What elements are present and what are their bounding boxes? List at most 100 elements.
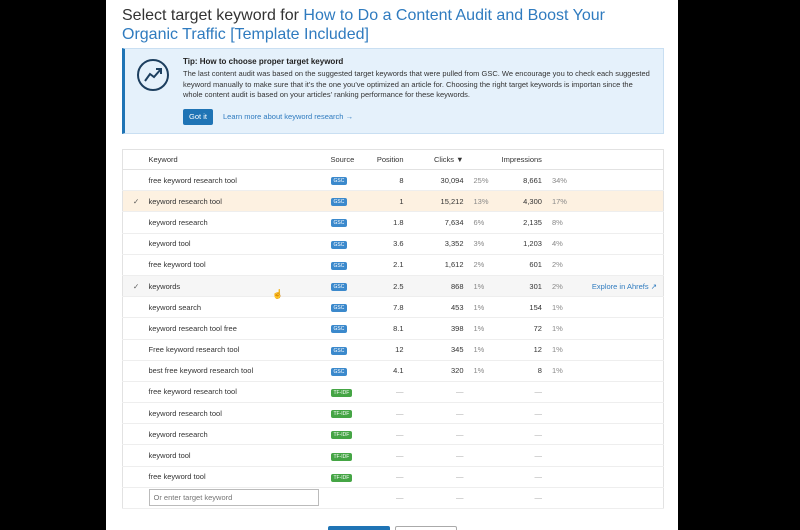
table-row[interactable]: Free keyword research tool GSC 12 345 1% 12 1%: [122, 339, 664, 361]
row-check-icon[interactable]: [122, 211, 143, 234]
impressions-cell: —: [495, 423, 548, 446]
source-badge-tfidf: TF-IDF: [330, 473, 353, 482]
keyword-cell: Free keyword research tool: [142, 339, 325, 361]
clicks-pct: [469, 402, 496, 425]
row-check-icon[interactable]: [122, 381, 143, 404]
source-badge-gsc: GSC: [330, 304, 348, 313]
table-header: Keyword Source Position Clicks ▼ Impress…: [122, 149, 664, 170]
impressions-cell: 154: [495, 296, 548, 319]
keyword-cell: keyword search: [142, 296, 325, 319]
table-row[interactable]: keyword tool TF-IDF — — —: [122, 444, 664, 467]
tip-box: Tip: How to choose proper target keyword…: [122, 48, 664, 134]
clicks-cell: 868: [409, 275, 470, 298]
row-check-icon[interactable]: [122, 339, 143, 361]
row-check-icon[interactable]: [122, 466, 143, 488]
table-row[interactable]: free keyword research tool GSC 8 30,094 25% 8…: [122, 169, 664, 192]
clicks-cell: —: [409, 402, 470, 425]
table-row[interactable]: keyword search GSC 7.8 453 1% 154 1%: [122, 296, 664, 319]
impressions-pct: 34%: [547, 169, 574, 192]
table-row[interactable]: free keyword research tool TF-IDF — — —: [122, 381, 664, 404]
keyword-cell: free keyword tool: [142, 254, 325, 276]
clicks-cell: —: [409, 381, 470, 404]
position-cell: 2.5: [369, 275, 410, 298]
table-row[interactable]: ✓ keyword research tool GSC 1 15,212 13% 4,300…: [122, 190, 664, 213]
clicks-pct: 1%: [469, 275, 496, 298]
page-title: Select target keyword for How to Do a Co…: [122, 6, 662, 44]
table-row[interactable]: ✓ keywords GSC 2.5 868 1% 301 2% Explore in Ahre…: [122, 275, 664, 298]
position-cell: 3.6: [369, 233, 410, 255]
row-check-icon[interactable]: ✓: [122, 275, 143, 298]
clicks-pct: [469, 444, 496, 467]
impressions-cell: 8: [495, 360, 548, 382]
col-source[interactable]: Source: [324, 149, 370, 170]
source-badge-tfidf: TF-IDF: [330, 410, 353, 419]
save-button[interactable]: [328, 526, 390, 530]
table-row[interactable]: free keyword tool GSC 2.1 1,612 2% 601 2%: [122, 254, 664, 276]
table-row[interactable]: keyword research GSC 1.8 7,634 6% 2,135 8%: [122, 211, 664, 234]
impressions-cell: 4,300: [495, 190, 548, 213]
col-clicks[interactable]: Clicks ▼: [409, 149, 470, 170]
chart-trend-icon: [137, 59, 169, 91]
cancel-button[interactable]: [395, 526, 457, 530]
clicks-cell: 7,634: [409, 211, 470, 234]
row-check-icon[interactable]: [122, 296, 143, 319]
row-check-icon[interactable]: ✓: [122, 190, 143, 213]
table-row[interactable]: keyword research TF-IDF — — —: [122, 423, 664, 446]
title-prefix: Select target keyword for: [122, 7, 304, 24]
impressions-cell: 8,661: [495, 169, 548, 192]
impressions-pct: [547, 466, 574, 488]
impressions-pct: 8%: [547, 211, 574, 234]
impressions-pct: 4%: [547, 233, 574, 255]
source-badge-gsc: GSC: [330, 240, 348, 249]
got-it-button[interactable]: Got it: [183, 109, 213, 125]
impressions-cell: —: [495, 381, 548, 404]
table-row[interactable]: keyword research tool TF-IDF — — —: [122, 402, 664, 425]
row-check-icon[interactable]: [122, 402, 143, 425]
row-check-icon[interactable]: [122, 317, 143, 340]
learn-more-link[interactable]: Learn more about keyword research →: [223, 112, 354, 121]
source-badge-gsc: GSC: [330, 346, 348, 355]
impressions-pct: 1%: [547, 339, 574, 361]
position-cell: 1: [369, 190, 410, 213]
impressions-pct: [547, 381, 574, 404]
row-check-icon[interactable]: [122, 423, 143, 446]
clicks-pct: [469, 381, 496, 404]
keyword-cell: free keyword research tool: [142, 169, 325, 192]
row-check-icon[interactable]: [122, 233, 143, 255]
position-cell: 12: [369, 339, 410, 361]
impressions-cell: 1,203: [495, 233, 548, 255]
target-keyword-input[interactable]: [148, 489, 319, 507]
position-cell: 1.8: [369, 211, 410, 234]
col-keyword[interactable]: Keyword: [142, 149, 325, 170]
impressions-pct: 2%: [547, 275, 574, 298]
table-row[interactable]: best free keyword research tool GSC 4.1 320…: [122, 360, 664, 382]
col-position[interactable]: Position: [369, 149, 410, 170]
impressions-cell: —: [495, 402, 548, 425]
keyword-cell: keyword tool: [142, 444, 325, 467]
row-check-icon[interactable]: [122, 254, 143, 276]
clicks-pct: [469, 466, 496, 488]
impressions-cell: —: [495, 487, 548, 510]
clicks-cell: 30,094: [409, 169, 470, 192]
keyword-cell: free keyword research tool: [142, 381, 325, 404]
source-badge-gsc: GSC: [330, 261, 348, 270]
impressions-pct: [547, 423, 574, 446]
article-link[interactable]: How to Do a Content Audit and Boost Your…: [122, 7, 605, 43]
position-cell: —: [369, 381, 410, 404]
impressions-pct: 1%: [547, 317, 574, 340]
clicks-cell: 453: [409, 296, 470, 319]
row-check-icon[interactable]: [122, 444, 143, 467]
source-badge-tfidf: TF-IDF: [330, 452, 353, 461]
explore-in-ahrefs-link[interactable]: Explore in Ahrefs ↗: [573, 275, 664, 298]
col-impressions[interactable]: Impressions: [495, 149, 548, 170]
keyword-modal: Select target keyword for How to Do a Co…: [106, 0, 678, 530]
source-badge-gsc: GSC: [330, 219, 348, 228]
table-row[interactable]: free keyword tool TF-IDF — — —: [122, 466, 664, 488]
table-row[interactable]: keyword tool GSC 3.6 3,352 3% 1,203 4%: [122, 233, 664, 255]
keyword-cell: keyword research: [142, 211, 325, 234]
clicks-pct: 1%: [469, 360, 496, 382]
impressions-cell: 301: [495, 275, 548, 298]
row-check-icon[interactable]: [122, 169, 143, 192]
row-check-icon[interactable]: [122, 360, 143, 382]
table-row[interactable]: keyword research tool free GSC 8.1 398 1% 72 1…: [122, 317, 664, 340]
